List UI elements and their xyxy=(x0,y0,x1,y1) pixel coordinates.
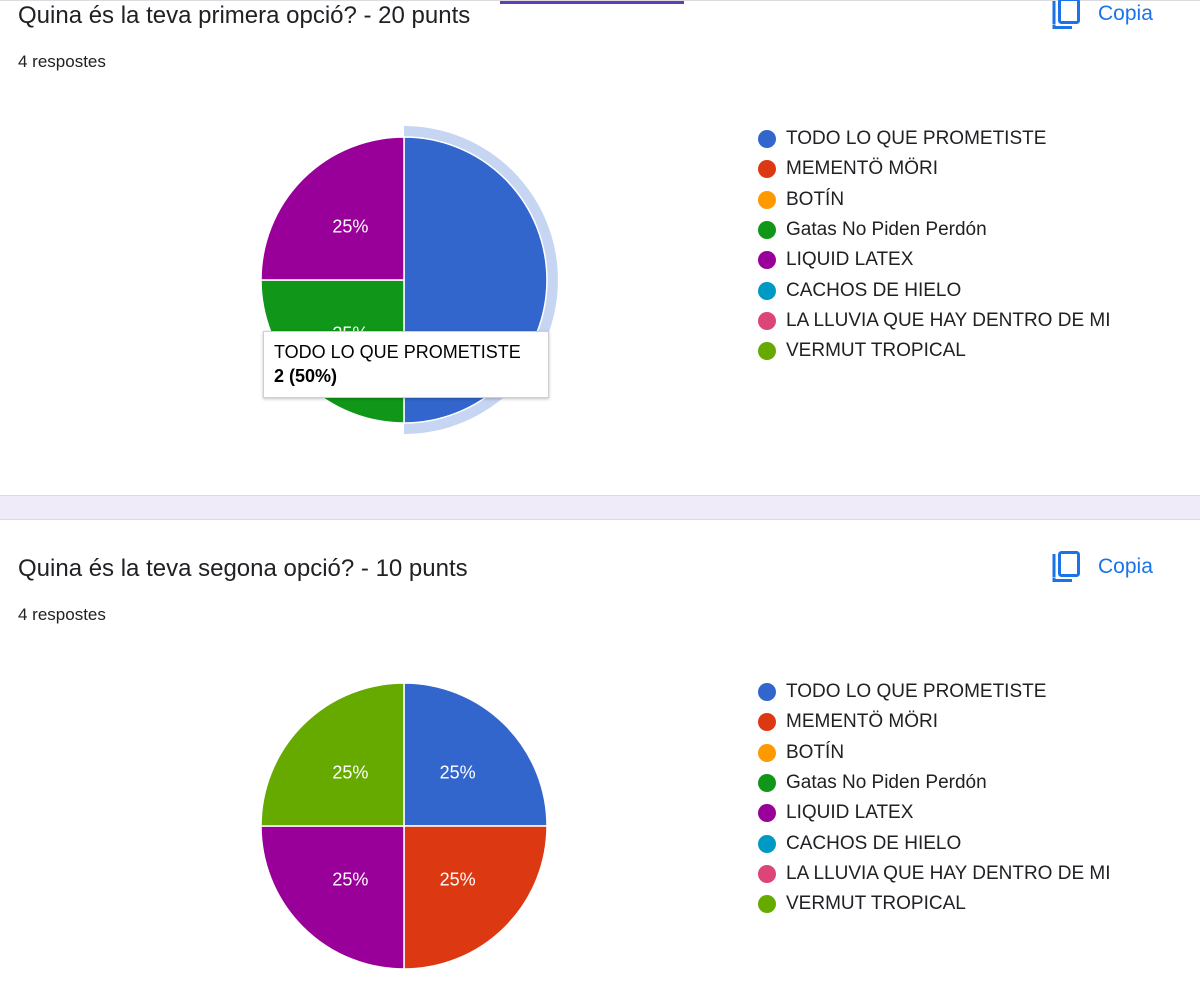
legend-swatch xyxy=(758,774,776,793)
copy-icon xyxy=(1052,551,1080,582)
tooltip-name: TODO LO QUE PROMETISTE xyxy=(274,342,521,362)
legend-item[interactable]: BOTÍN xyxy=(758,738,1111,768)
pie-slice[interactable] xyxy=(260,825,405,970)
legend-swatch xyxy=(758,311,776,330)
legend-label: LIQUID LATEX xyxy=(786,249,914,271)
pie-slice[interactable] xyxy=(260,682,405,827)
question-title: Quina és la teva segona opció? - 10 punt… xyxy=(18,555,468,582)
legend-item[interactable]: Gatas No Piden Perdón xyxy=(758,768,1111,798)
legend-swatch xyxy=(758,160,776,179)
tooltip-value: 2 (50%) xyxy=(274,366,338,386)
legend-label: MEMENTÖ MÖRI xyxy=(786,711,938,733)
legend-swatch xyxy=(758,834,776,853)
legend-label: TODO LO QUE PROMETISTE xyxy=(786,681,1047,703)
legend-item[interactable]: LA LLUVIA QUE HAY DENTRO DE MI xyxy=(758,306,1111,336)
legend-label: LA LLUVIA QUE HAY DENTRO DE MI xyxy=(786,309,1111,331)
legend-item[interactable]: CACHOS DE HIELO xyxy=(758,828,1111,858)
legend-swatch xyxy=(758,864,776,883)
legend-item[interactable]: CACHOS DE HIELO xyxy=(758,275,1111,305)
chart-tooltip: TODO LO QUE PROMETISTE 2 (50%) xyxy=(263,331,549,398)
question-title: Quina és la teva primera opció? - 20 pun… xyxy=(18,2,471,29)
legend-label: TODO LO QUE PROMETISTE xyxy=(786,128,1047,150)
legend-1: TODO LO QUE PROMETISTE MEMENTÖ MÖRI BOTÍ… xyxy=(758,124,1111,366)
slice-label: 25% xyxy=(332,216,368,236)
legend-label: BOTÍN xyxy=(786,188,845,210)
legend-item[interactable]: BOTÍN xyxy=(758,185,1111,215)
legend-item[interactable]: LIQUID LATEX xyxy=(758,798,1111,828)
legend-label: VERMUT TROPICAL xyxy=(786,893,966,915)
legend-item[interactable]: LIQUID LATEX xyxy=(758,245,1111,275)
slice-label: 25% xyxy=(332,762,368,782)
legend-2: TODO LO QUE PROMETISTE MEMENTÖ MÖRI BOTÍ… xyxy=(758,677,1111,919)
legend-swatch xyxy=(758,683,776,702)
legend-item[interactable]: Gatas No Piden Perdón xyxy=(758,215,1111,245)
slice-label: 25% xyxy=(332,870,368,890)
legend-item[interactable]: MEMENTÖ MÖRI xyxy=(758,707,1111,737)
pie-slice[interactable] xyxy=(403,682,548,827)
copy-button[interactable]: Copia xyxy=(1050,0,1153,31)
response-count: 4 respostes xyxy=(18,52,106,71)
legend-label: BOTÍN xyxy=(786,741,845,763)
copy-icon xyxy=(1052,0,1080,29)
legend-item[interactable]: MEMENTÖ MÖRI xyxy=(758,154,1111,184)
legend-label: VERMUT TROPICAL xyxy=(786,340,966,362)
legend-label: Gatas No Piden Perdón xyxy=(786,772,987,794)
legend-item[interactable]: TODO LO QUE PROMETISTE xyxy=(758,677,1111,707)
legend-swatch xyxy=(758,221,776,240)
slice-label: 25% xyxy=(440,870,476,890)
legend-label: CACHOS DE HIELO xyxy=(786,832,962,854)
legend-item[interactable]: LA LLUVIA QUE HAY DENTRO DE MI xyxy=(758,859,1111,889)
legend-swatch xyxy=(758,895,776,914)
pie-slice[interactable] xyxy=(260,136,405,281)
copy-button[interactable]: Copia xyxy=(1050,550,1153,584)
legend-swatch xyxy=(758,190,776,209)
legend-swatch xyxy=(758,804,776,823)
copy-label: Copia xyxy=(1098,2,1153,25)
legend-label: Gatas No Piden Perdón xyxy=(786,219,987,241)
card-separator xyxy=(0,496,1200,519)
legend-label: LIQUID LATEX xyxy=(786,802,914,824)
question-card-2 xyxy=(0,519,1200,973)
legend-swatch xyxy=(758,743,776,762)
legend-swatch xyxy=(758,342,776,361)
legend-label: LA LLUVIA QUE HAY DENTRO DE MI xyxy=(786,862,1111,884)
question-card-1 xyxy=(0,0,1200,496)
copy-label: Copia xyxy=(1098,555,1153,578)
response-count: 4 respostes xyxy=(18,605,106,624)
accent-tab xyxy=(500,1,684,4)
legend-label: CACHOS DE HIELO xyxy=(786,279,962,301)
legend-swatch xyxy=(758,713,776,732)
pie-slice[interactable] xyxy=(403,825,548,970)
legend-item[interactable]: VERMUT TROPICAL xyxy=(758,889,1111,919)
legend-swatch xyxy=(758,281,776,300)
legend-swatch xyxy=(758,130,776,149)
pie-chart-2: 25% 25% 25% 25% xyxy=(260,682,548,970)
legend-label: MEMENTÖ MÖRI xyxy=(786,158,938,180)
legend-item[interactable]: VERMUT TROPICAL xyxy=(758,336,1111,366)
legend-item[interactable]: TODO LO QUE PROMETISTE xyxy=(758,124,1111,154)
legend-swatch xyxy=(758,251,776,270)
slice-label: 25% xyxy=(440,762,476,782)
